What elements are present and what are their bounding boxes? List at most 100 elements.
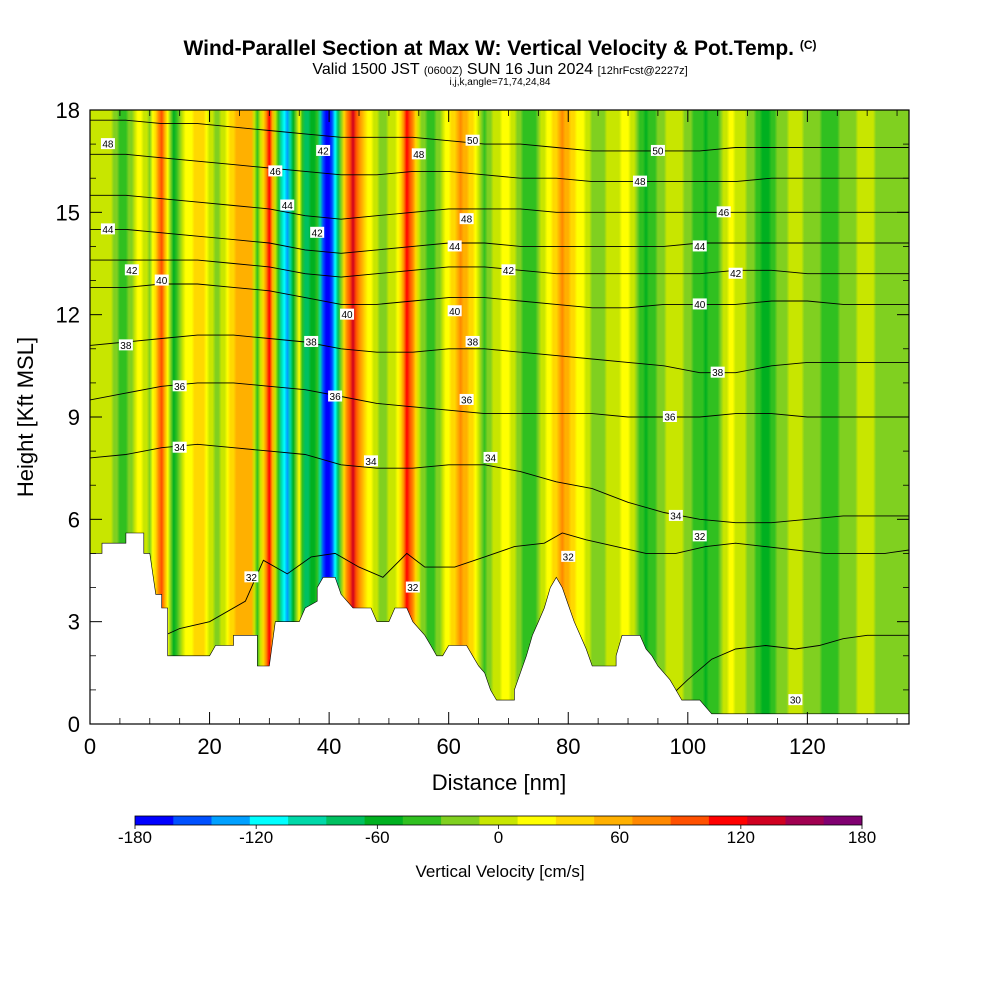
contour-label-box [692, 530, 707, 542]
contour-label: 40 [449, 307, 461, 318]
contour-label-box [501, 264, 516, 276]
colorbar-swatch [249, 816, 289, 825]
colorbar: -180 -120 -60 0 60 120 180 [118, 815, 876, 847]
contour-label: 42 [126, 266, 138, 277]
x-tick-label: 80 [556, 734, 580, 759]
contour-label: 38 [120, 341, 132, 352]
contour-label-box [668, 509, 683, 521]
chart-title-text: Wind-Parallel Section at Max W: Vertical… [183, 37, 794, 60]
colorbar-swatch [670, 816, 710, 825]
contour-label-box [788, 694, 803, 706]
subtitle-valid: Valid 1500 JST [312, 61, 420, 78]
theta-contour-38 [90, 334, 909, 374]
theta-contour-44 [90, 228, 909, 254]
theta-contour-32 [149, 532, 909, 643]
subtitle-utc: (0600Z) [423, 65, 463, 77]
contour-label: 46 [270, 167, 282, 178]
terrain-layer [90, 532, 909, 724]
theta-contour-30 [651, 634, 909, 715]
colorbar-swatch [479, 816, 519, 825]
theta-contour-36 [90, 382, 909, 418]
theta-contour-40 [90, 283, 909, 309]
contour-label: 32 [407, 583, 419, 594]
chart-subtitle: Valid 1500 JST (0600Z) SUN 16 Jun 2024 [… [0, 61, 1000, 79]
x-tick-label: 60 [436, 734, 460, 759]
x-axis-title: Distance [nm] [432, 770, 567, 795]
contour-label-box [411, 148, 426, 160]
contour-label: 36 [461, 395, 473, 406]
contour-label-box [692, 298, 707, 310]
colorbar-title: Vertical Velocity [cm/s] [415, 862, 585, 881]
contour-label: 44 [694, 242, 706, 253]
contour-label: 44 [449, 242, 461, 253]
contour-label-box [268, 165, 283, 177]
contour-label: 48 [102, 140, 114, 151]
colorbar-swatch [364, 816, 404, 825]
contour-label: 42 [312, 228, 324, 239]
contour-label-box [100, 138, 115, 150]
contour-label: 50 [652, 146, 664, 157]
x-tick-label: 20 [197, 734, 221, 759]
contour-label-box [561, 550, 576, 562]
contour-label-box [632, 175, 647, 187]
colorbar-swatch [785, 816, 825, 825]
contour-label-box [465, 134, 480, 146]
x-tick-label: 40 [317, 734, 341, 759]
contour-label: 44 [282, 201, 294, 212]
x-tick-label: 120 [789, 734, 826, 759]
theta-contour-46 [90, 194, 909, 220]
colorbar-tick-label: 0 [494, 828, 503, 847]
contour-label: 44 [102, 225, 114, 236]
y-tick-label: 18 [56, 98, 80, 123]
colorbar-swatch [288, 816, 327, 825]
colorbar-swatch [747, 816, 786, 825]
contour-label-layer: 48 44 42 40 38 36 34 32 46 44 42 42 40 38 36 34 32 48 48 44… [100, 134, 803, 707]
contour-label: 42 [318, 146, 330, 157]
contour-label-box [310, 226, 325, 238]
chart-title: Wind-Parallel Section at Max W: Vertical… [0, 37, 1000, 61]
colorbar-swatch [135, 816, 174, 825]
contour-label: 40 [341, 310, 353, 321]
y-tick-label: 6 [68, 507, 80, 532]
contour-label-box [459, 393, 474, 405]
contour-label-box [280, 199, 295, 211]
contour-label: 34 [485, 453, 497, 464]
contour-label-box [483, 451, 498, 463]
contour-label-box [710, 366, 725, 378]
contour-label-box [728, 267, 743, 279]
colorbar-swatch [632, 816, 672, 825]
grid-indices: i,j,k,angle=71,74,24,84 [449, 77, 551, 88]
contour-label: 34 [670, 511, 682, 522]
contour-label: 48 [634, 177, 646, 188]
contour-label: 40 [156, 276, 168, 287]
contour-label: 48 [461, 215, 473, 226]
y-tick-label: 3 [68, 610, 80, 635]
contour-label-box [340, 308, 355, 320]
colorbar-swatch [402, 816, 442, 825]
terrain-mask [90, 532, 909, 724]
theta-contour-48 [90, 153, 909, 183]
contour-label: 34 [365, 457, 377, 468]
contour-label: 42 [503, 266, 515, 277]
contour-label-box [316, 144, 331, 156]
contour-label: 50 [467, 136, 479, 147]
colorbar-tick-label: -120 [239, 828, 273, 847]
contour-label: 40 [694, 300, 706, 311]
contour-label: 38 [712, 368, 724, 379]
contour-label-box [100, 223, 115, 235]
contour-label-box [172, 380, 187, 392]
colorbar-swatch [594, 816, 633, 825]
contour-label-box [118, 339, 133, 351]
contour-label: 34 [174, 443, 186, 454]
contour-label: 32 [694, 532, 706, 543]
contour-label-box [692, 240, 707, 252]
colorbar-swatch [211, 816, 251, 825]
colorbar-swatch [326, 816, 365, 825]
contour-label-box [447, 240, 462, 252]
y-tick-label: 9 [68, 405, 80, 430]
colorbar-swatch [823, 816, 863, 825]
vertical-velocity-field [90, 110, 909, 724]
contour-label: 48 [413, 150, 425, 161]
